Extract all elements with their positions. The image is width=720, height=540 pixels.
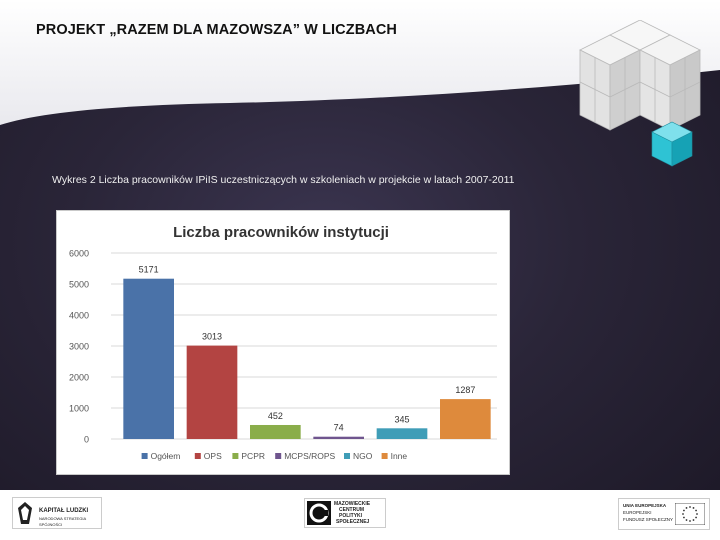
eu-star: [689, 520, 691, 522]
eu-star: [696, 513, 698, 515]
y-tick-label: 6000: [69, 249, 89, 259]
legend-swatch: [381, 453, 388, 459]
eu-flag-icon: [675, 503, 705, 525]
eu-star: [685, 519, 688, 521]
y-tick-label: 0: [84, 435, 89, 445]
chart-caption: Wykres 2 Liczba pracowników IPiIS uczest…: [52, 174, 515, 186]
kapital-ludzki-subtitle: NARODOWA STRATEGIA SPÓJNOŚCI: [39, 516, 86, 527]
eu-line-3: FUNDUSZ SPOŁECZNY: [623, 517, 674, 522]
slide-title: PROJEKT „RAZEM DLA MAZOWSZA” W LICZBACH: [36, 22, 397, 38]
eu-star: [689, 506, 691, 508]
bar-pcpr: [250, 424, 301, 439]
eu-star: [695, 509, 697, 512]
legend-swatch: [275, 453, 282, 459]
legend-label: OPS: [204, 451, 222, 461]
eu-line-2: EUROPEJSKI: [623, 510, 652, 515]
kapital-ludzki-emblem-icon: [16, 500, 34, 526]
eu-star: [682, 513, 684, 515]
mcps-line-1: MAZOWIECKIE: [334, 501, 371, 507]
y-tick-label: 5000: [69, 280, 89, 290]
legend-swatch: [344, 453, 350, 459]
bar-value-label: 5171: [139, 265, 159, 275]
eu-star: [692, 519, 695, 521]
eu-star: [683, 516, 685, 519]
bar-mcps-rops: [313, 436, 364, 439]
kapital-ludzki-logo: KAPITAŁ LUDZKI NARODOWA STRATEGIA SPÓJNO…: [12, 497, 102, 529]
mcps-emblem-icon: [307, 501, 331, 525]
bar-ngo: [376, 428, 428, 439]
legend-swatch: [141, 453, 148, 459]
bar-ops: [186, 345, 238, 439]
bar-inne: [440, 399, 491, 439]
y-tick-label: 1000: [69, 404, 89, 414]
eu-line-1: UNIA EUROPEJSKA: [623, 503, 667, 508]
cubes-decoration-icon: [579, 20, 701, 167]
bar-value-label: 74: [334, 423, 344, 433]
eu-star: [692, 507, 695, 509]
eu-star: [695, 516, 697, 519]
legend-label: PCPR: [241, 451, 265, 461]
bar-og-em: [123, 278, 174, 439]
y-tick-label: 2000: [69, 373, 89, 383]
bar-value-label: 345: [394, 414, 409, 424]
mcps-line-3: POLITYKI: [339, 513, 363, 519]
eu-star: [685, 507, 688, 509]
y-tick-label: 3000: [69, 342, 89, 352]
eu-star: [683, 509, 685, 512]
mcps-line-4: SPOŁECZNEJ: [336, 519, 370, 525]
top-header-band: [0, 0, 720, 125]
kapital-ludzki-title: KAPITAŁ LUDZKI: [39, 508, 89, 514]
legend-label: NGO: [353, 451, 373, 461]
bar-chart: Liczba pracowników instytucji 0 1000 2000 3…: [69, 224, 497, 461]
mcps-logo: MAZOWIECKIE CENTRUM POLITYKI SPOŁECZNEJ: [304, 498, 386, 528]
bar-value-label: 452: [268, 411, 283, 421]
legend-label: Inne: [391, 451, 408, 461]
legend-label: MCPS/ROPS: [284, 451, 335, 461]
mcps-line-2: CENTRUM: [339, 507, 364, 513]
eu-logo: UNIA EUROPEJSKA EUROPEJSKI FUNDUSZ SPOŁE…: [618, 498, 710, 530]
y-tick-label: 4000: [69, 311, 89, 321]
legend-label: Ogółem: [151, 451, 181, 461]
bar-value-label: 1287: [455, 385, 475, 395]
bar-chart-panel: Liczba pracowników instytucji 0 1000 2000 3…: [56, 210, 510, 475]
chart-title: Liczba pracowników instytucji: [173, 224, 389, 241]
legend-swatch: [194, 453, 201, 459]
bar-value-label: 3013: [202, 332, 222, 342]
legend-swatch: [232, 453, 239, 459]
